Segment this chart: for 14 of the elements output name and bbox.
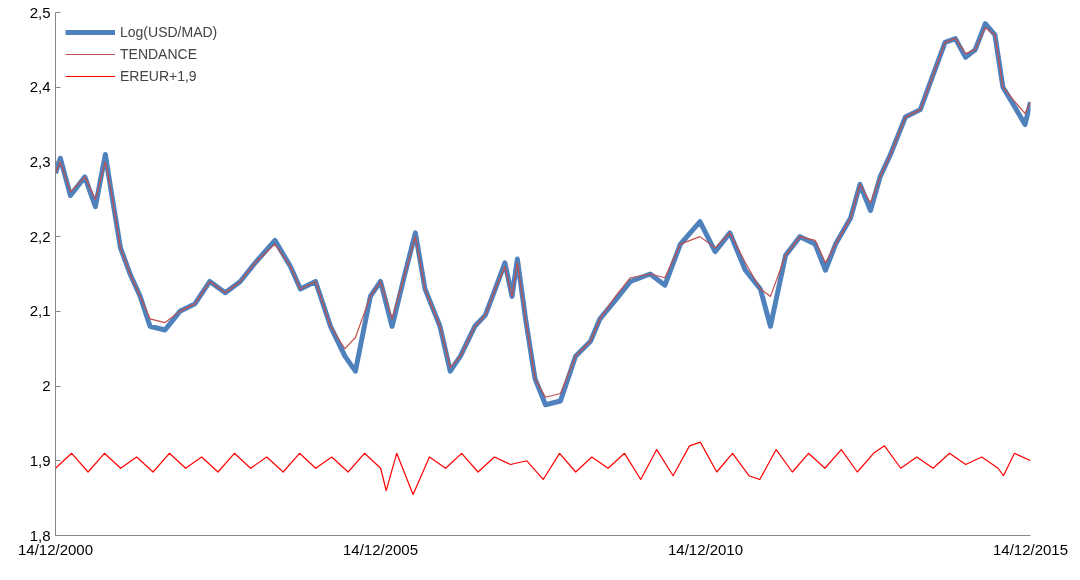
y-tick-label: 2 bbox=[42, 377, 51, 395]
y-tick-label: 2,4 bbox=[29, 78, 51, 96]
legend-label: EREUR+1,9 bbox=[120, 68, 197, 84]
legend-label: Log(USD/MAD) bbox=[120, 24, 218, 40]
x-tick-label: 14/12/2015 bbox=[992, 540, 1069, 558]
legend-label: TENDANCE bbox=[120, 46, 198, 62]
y-tick-label: 1,9 bbox=[29, 451, 51, 469]
y-tick-label: 1,8 bbox=[29, 526, 51, 544]
y-tick-label: 2,2 bbox=[29, 227, 51, 245]
x-tick-label: 14/12/2005 bbox=[342, 540, 419, 558]
y-tick-label: 2,5 bbox=[29, 3, 51, 21]
y-tick-label: 2,3 bbox=[29, 152, 51, 170]
x-tick-label: 14/12/2010 bbox=[667, 540, 744, 558]
y-tick-label: 2,1 bbox=[29, 302, 51, 320]
